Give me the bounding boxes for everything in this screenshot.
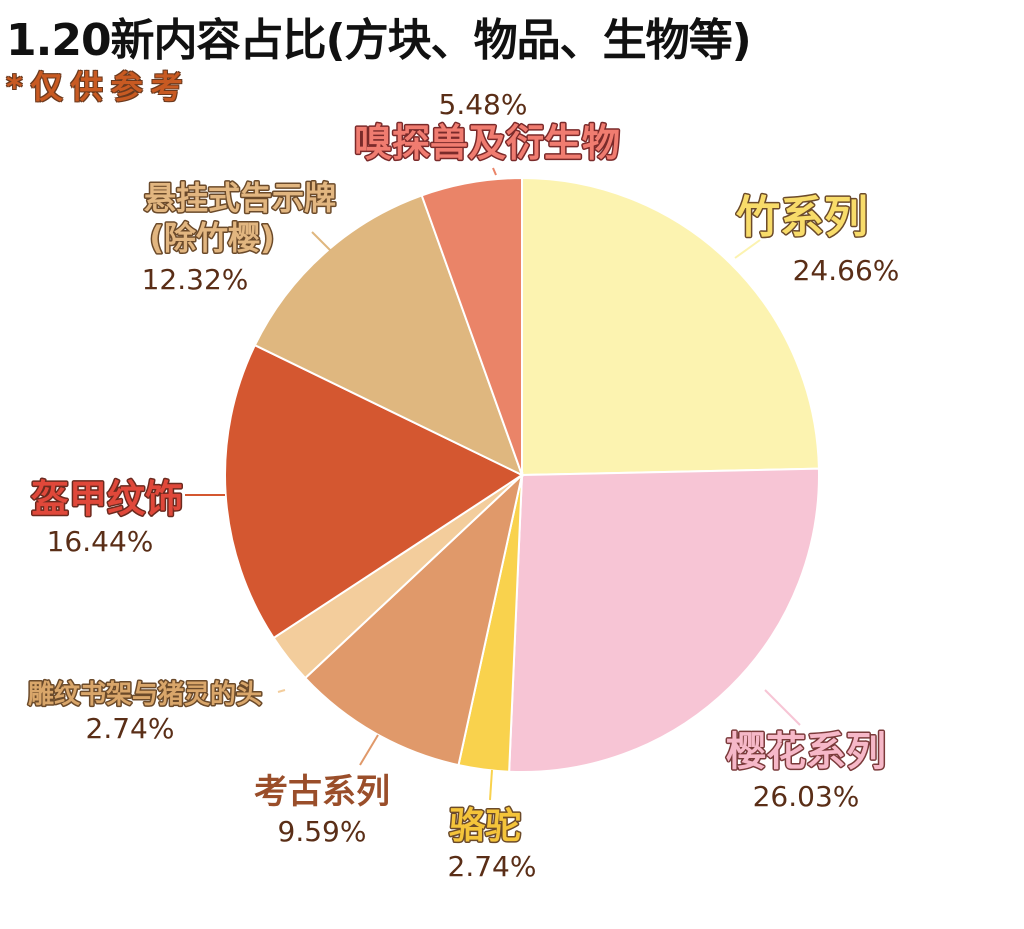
slice-label: 悬挂式告示牌 xyxy=(144,179,336,217)
slice-label: 竹系列 xyxy=(736,192,868,243)
pie-slice xyxy=(521,176,820,477)
slice-label: 骆驼 xyxy=(449,805,521,847)
leader-line xyxy=(277,689,286,693)
pie-slice xyxy=(224,343,525,640)
slice-percentage: 16.44% xyxy=(47,525,154,558)
chart-title: 1.20新内容占比(方块、物品、生物等) xyxy=(6,15,752,66)
slice-label: 樱花系列 xyxy=(726,729,886,775)
leader-line xyxy=(311,231,331,251)
slice-label: 雕纹书架与猪灵的头 xyxy=(28,679,262,710)
chart-subtitle: *仅供参考 xyxy=(6,68,191,106)
slice-percentage: 9.59% xyxy=(278,815,367,848)
leader-line xyxy=(492,167,497,176)
slice-percentage: 5.48% xyxy=(439,88,528,121)
leader-line xyxy=(734,239,761,259)
pie-slice xyxy=(253,194,524,477)
slice-label: 盔甲纹饰 xyxy=(31,477,183,521)
leader-line xyxy=(489,769,493,801)
slice-percentage: 12.32% xyxy=(142,263,249,296)
slice-label: 嗅探兽及衍生物 xyxy=(354,121,620,165)
slice-label: 考古系列 xyxy=(254,772,390,812)
leader-line xyxy=(764,689,801,726)
pie-slice xyxy=(420,176,523,476)
pie-slice xyxy=(508,467,820,773)
pie-slice xyxy=(303,472,524,767)
slice-percentage: 2.74% xyxy=(448,850,537,883)
slice-percentage: 24.66% xyxy=(793,254,900,287)
slice-percentage: 2.74% xyxy=(86,712,175,745)
slice-percentage: 26.03% xyxy=(753,780,860,813)
leader-line xyxy=(359,734,379,766)
slice-label-sub: (除竹樱) xyxy=(149,219,274,257)
